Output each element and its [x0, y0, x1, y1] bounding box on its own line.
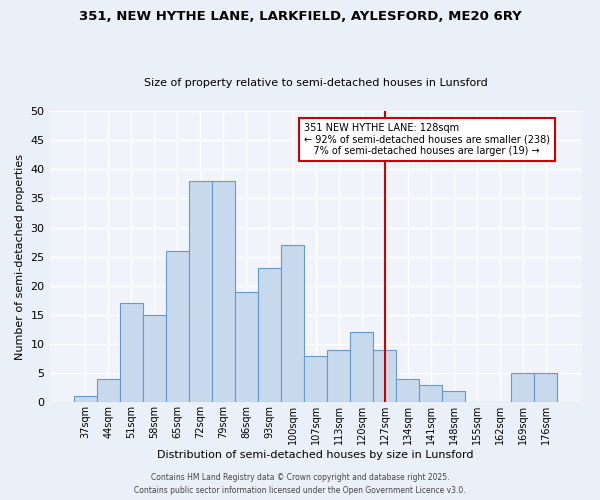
Bar: [258, 268, 281, 402]
Y-axis label: Number of semi-detached properties: Number of semi-detached properties: [15, 154, 25, 360]
Bar: [304, 356, 327, 403]
Bar: [166, 251, 189, 402]
Bar: [235, 292, 258, 403]
Title: Size of property relative to semi-detached houses in Lunsford: Size of property relative to semi-detach…: [143, 78, 487, 88]
Bar: [74, 396, 97, 402]
Bar: [97, 379, 120, 402]
Bar: [212, 181, 235, 402]
Bar: [350, 332, 373, 402]
Bar: [419, 385, 442, 402]
Text: 351, NEW HYTHE LANE, LARKFIELD, AYLESFORD, ME20 6RY: 351, NEW HYTHE LANE, LARKFIELD, AYLESFOR…: [79, 10, 521, 23]
Bar: [281, 245, 304, 402]
Bar: [327, 350, 350, 403]
Bar: [396, 379, 419, 402]
Bar: [120, 304, 143, 402]
X-axis label: Distribution of semi-detached houses by size in Lunsford: Distribution of semi-detached houses by …: [157, 450, 474, 460]
Bar: [442, 390, 465, 402]
Bar: [535, 373, 557, 402]
Bar: [189, 181, 212, 402]
Bar: [373, 350, 396, 403]
Text: Contains HM Land Registry data © Crown copyright and database right 2025.
Contai: Contains HM Land Registry data © Crown c…: [134, 474, 466, 495]
Text: 351 NEW HYTHE LANE: 128sqm
← 92% of semi-detached houses are smaller (238)
   7%: 351 NEW HYTHE LANE: 128sqm ← 92% of semi…: [304, 122, 550, 156]
Bar: [511, 373, 535, 402]
Bar: [143, 315, 166, 402]
